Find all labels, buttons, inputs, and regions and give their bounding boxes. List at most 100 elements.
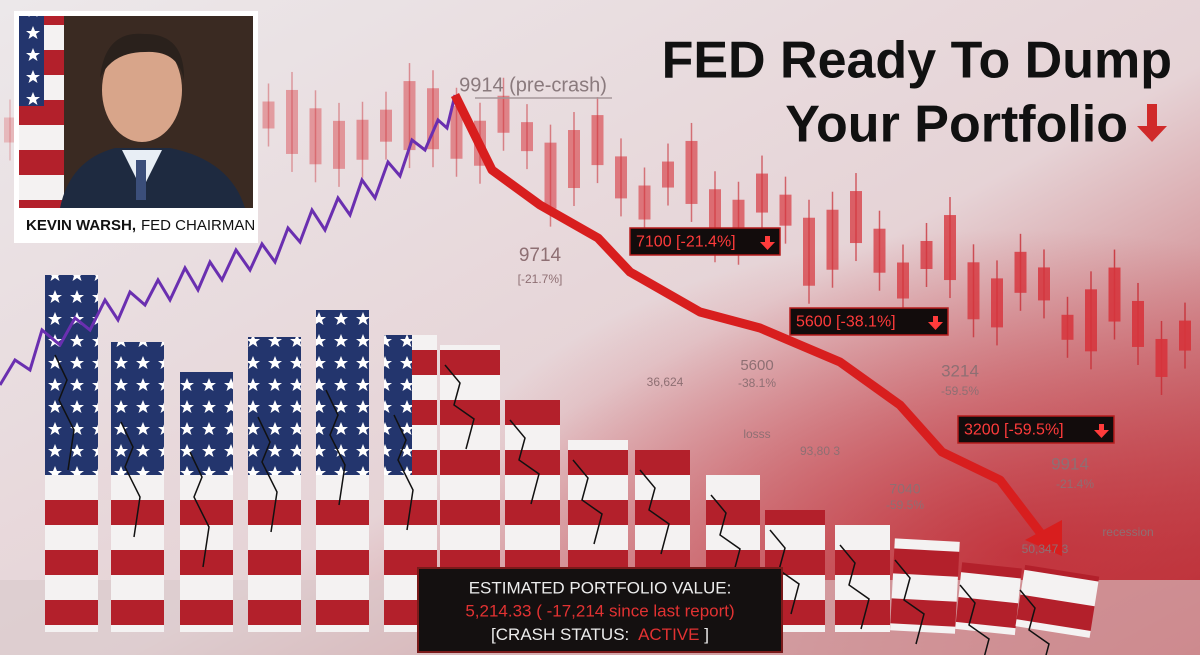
crack [959,584,990,660]
annotation: 36,624 [647,375,684,389]
candle-body [450,105,463,159]
candle-body [662,161,674,188]
annotation: 93,80 3 [800,444,840,458]
crack [444,364,475,450]
candle-body [333,120,345,169]
candle-body [4,117,16,143]
portrait-face [102,38,182,142]
annotation: losss [743,427,770,441]
status-end: ] [704,625,709,644]
crack [894,559,925,645]
flag-column-canton [384,335,412,475]
crack [710,494,741,580]
status-line: [CRASH STATUS: ACTIVE ] [491,625,709,644]
crack [509,419,540,505]
candle-body [568,130,580,189]
flag-column-canton [111,342,164,475]
candle-body [920,240,933,269]
callouts: 7100 [-21.4%] 5600 [-38.1%] 3200 [-59.5%] [629,227,1115,444]
peak-label: 9914 (pre-crash) [459,74,607,96]
callout-box [957,415,1115,444]
candle-body [1038,267,1050,301]
candle-body [850,191,862,244]
portrait-name: KEVIN WARSH, [26,217,136,234]
annotation: recession [1102,525,1153,539]
candle-body [544,142,557,209]
candle-body [521,122,533,152]
callout-arrow [1094,424,1109,438]
portrait: KEVIN WARSH, FED CHAIRMAN [14,11,258,243]
annotations: 9714 [-21.7%] 36,624 5600 -38.1% losss 93,80 3… [518,245,1154,556]
annotation: 5600 [740,357,773,374]
candle-body [944,215,956,281]
candle-body [1155,338,1168,377]
crack [257,416,278,533]
status-panel-box [417,567,783,653]
candle-body [638,185,651,220]
candle-body [380,109,392,142]
annotation: -59.5% [886,498,924,512]
annotation: 9914 [1051,454,1089,473]
crack [1019,589,1050,660]
candle-body [286,89,298,154]
candle-body [1014,251,1027,293]
candle-body [427,88,439,150]
candle-body [803,217,815,286]
crash-arrowhead [1025,520,1062,556]
columns [45,275,1100,660]
candle-body [591,115,604,166]
candle-body [967,262,980,320]
crack [839,544,870,630]
status-panel: ESTIMATED PORTFOLIO VALUE: 5,214.33 ( -1… [417,567,783,653]
callout-text: 3200 [-59.5%] [964,422,1064,439]
crack [54,354,75,471]
annotation: 7040 [889,481,920,497]
status-value: 5,214.33 ( -17,214 since last report) [465,601,734,620]
callout-arrow [760,236,775,250]
annotation: 3214 [941,361,979,380]
portrait-flag-canton [19,16,44,106]
status-label: ESTIMATED PORTFOLIO VALUE: [469,578,732,597]
annotation: [-21.7%] [518,272,563,286]
flag-column-canton [180,372,233,475]
candle-body [1061,314,1074,340]
candle-body [262,101,275,129]
crack [120,421,141,538]
broken-column [1015,564,1100,638]
crack [572,459,603,545]
candle-body [403,81,416,151]
portrait-role: FED CHAIRMAN [141,217,255,234]
annotation: -59.5% [941,384,979,398]
broken-column [835,525,890,632]
status-prefix: [CRASH STATUS: [491,625,629,644]
candle-body [873,228,886,273]
flag-column-canton [316,310,369,475]
candle-body [615,156,627,199]
candle-body [991,278,1003,328]
flag-column-canton [248,337,301,475]
candle-body [309,108,322,165]
title-down-arrow [1137,104,1167,142]
crack [639,469,670,555]
callout-text: 5600 [-38.1%] [796,314,896,331]
candle-body [1179,320,1191,351]
candle-body [1108,267,1121,322]
title-line-1: FED Ready To Dump [662,32,1172,90]
portrait-tie [136,160,146,200]
portrait-hair [100,33,185,80]
candle-body [497,95,510,133]
crack [189,451,210,568]
annotation: -38.1% [738,376,776,390]
candle-body [779,194,792,226]
callout-box [789,307,949,336]
callout-arrow [928,316,943,330]
crack [325,389,346,506]
candle-body [1085,289,1097,352]
broken-column [890,538,960,634]
callout-text: 7100 [-21.4%] [636,234,736,251]
candle-body [356,119,369,160]
portrait-suit [60,148,245,208]
annotation: 50,347 3 [1022,542,1069,556]
candle-body [756,173,768,213]
annotation: -21.4% [1056,477,1094,491]
